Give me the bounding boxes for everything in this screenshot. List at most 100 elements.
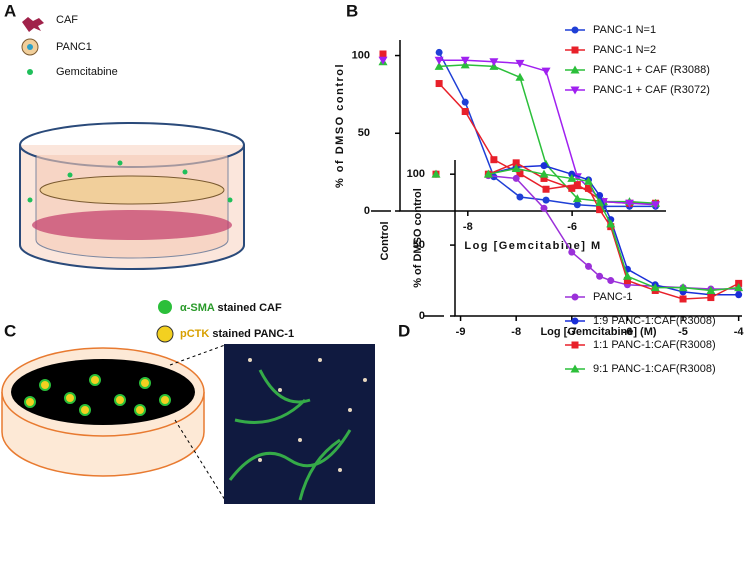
- control-marker: [431, 169, 441, 178]
- series-line: [488, 167, 739, 292]
- marker: [540, 204, 548, 212]
- caf-layer: [32, 210, 232, 240]
- marker: [483, 169, 493, 178]
- legend-label: 1:9 PANC-1:CAF(R3008): [593, 315, 716, 327]
- x-axis-label: Log [Gemcitabine] M: [464, 240, 601, 252]
- marker: [542, 196, 550, 204]
- marker: [490, 156, 498, 164]
- legend-text: α-SMA stained CAF: [180, 302, 282, 314]
- panel-label: A: [4, 1, 16, 20]
- x-tick-label: -6: [623, 326, 633, 338]
- x-tick-label: -9: [456, 326, 466, 338]
- marker: [542, 185, 550, 193]
- legend-label: PANC-1 + CAF (R3088): [593, 64, 710, 76]
- marker: [624, 199, 634, 208]
- marker: [461, 108, 469, 116]
- marker: [622, 271, 632, 280]
- x-tick-label: -7: [567, 326, 577, 338]
- y-tick-label: 100: [407, 168, 425, 180]
- legend-text: pCTK stained PANC-1: [180, 328, 294, 340]
- marker: [541, 67, 551, 76]
- gem-dot: [227, 197, 233, 203]
- y-tick-label: 0: [364, 205, 370, 217]
- legend-text: CAF: [56, 14, 78, 26]
- marker: [539, 169, 549, 178]
- legend-label: 9:1 PANC-1:CAF(R3008): [593, 363, 716, 375]
- marker: [623, 277, 631, 285]
- x-tick-label: -8: [511, 326, 521, 338]
- legend-label: PANC-1 N=2: [593, 44, 656, 56]
- control-marker: [379, 50, 387, 58]
- panel-label: B: [346, 1, 358, 20]
- y-tick-label: 50: [413, 239, 425, 251]
- panc1-nucleus: [27, 44, 33, 50]
- marker: [512, 174, 520, 182]
- cell-layer: [39, 175, 225, 205]
- legend-marker: [571, 26, 579, 34]
- marker: [435, 48, 443, 56]
- marker: [573, 201, 581, 209]
- marker: [567, 173, 577, 182]
- caf-icon: [158, 300, 172, 314]
- marker: [540, 162, 548, 170]
- legend-marker: [570, 364, 580, 373]
- caf-icon: [22, 17, 44, 32]
- legend-label: PANC-1: [593, 291, 633, 303]
- legend-marker: [570, 65, 580, 74]
- marker: [707, 294, 715, 302]
- diagram-a: CAF PANC1 Gemcitabine: [19, 14, 245, 270]
- marker: [584, 262, 592, 270]
- control-marker: [378, 56, 388, 65]
- marker: [515, 72, 525, 81]
- legend-label: PANC-1 N=1: [593, 24, 656, 36]
- insert: [35, 155, 229, 259]
- x-tick-label: -8: [463, 221, 473, 233]
- marker: [584, 184, 592, 192]
- legend-marker: [571, 341, 579, 349]
- legend-text: PANC1: [56, 41, 92, 53]
- legend-label: 1:1 PANC-1:CAF(R3008): [593, 339, 716, 351]
- marker: [678, 283, 688, 292]
- gem-dot: [67, 172, 73, 178]
- marker: [596, 206, 604, 214]
- marker: [435, 80, 443, 88]
- gem-dot: [27, 197, 33, 203]
- marker: [607, 277, 615, 285]
- micrograph: [224, 344, 375, 504]
- x-axis-label: Log [Gemcitabine] (M): [540, 326, 656, 338]
- dish-culture: [11, 359, 195, 425]
- marker: [596, 191, 604, 199]
- marker: [568, 184, 576, 192]
- gem-icon: [27, 69, 33, 75]
- marker: [679, 295, 687, 303]
- x-tick-label: -4: [734, 326, 745, 338]
- marker: [516, 170, 524, 178]
- micrograph-fibers: [228, 369, 352, 501]
- series-line: [438, 83, 656, 204]
- marker: [460, 56, 470, 65]
- x-tick-label: -6: [567, 221, 577, 233]
- marker: [596, 272, 604, 280]
- marker: [434, 56, 444, 65]
- marker: [489, 58, 499, 67]
- marker: [540, 174, 548, 182]
- legend-marker: [571, 46, 579, 54]
- y-axis-label: % of DMSO control: [334, 63, 346, 188]
- marker: [568, 248, 576, 256]
- panc1-icon: [156, 325, 174, 343]
- marker: [515, 59, 525, 68]
- marker: [434, 61, 444, 70]
- y-tick-label: 50: [358, 127, 370, 139]
- marker: [516, 193, 524, 201]
- marker: [572, 194, 582, 203]
- y-tick-label: 0: [419, 310, 425, 322]
- marker: [583, 176, 593, 185]
- zoom-line: [174, 419, 226, 501]
- legend-marker: [570, 86, 580, 95]
- diagram-c: α-SMA stained CAF pCTK stained PANC-1: [1, 300, 375, 504]
- marker: [706, 285, 716, 294]
- marker: [595, 198, 605, 207]
- marker: [606, 219, 616, 228]
- marker: [650, 283, 660, 292]
- legend-text: Gemcitabine: [56, 66, 118, 78]
